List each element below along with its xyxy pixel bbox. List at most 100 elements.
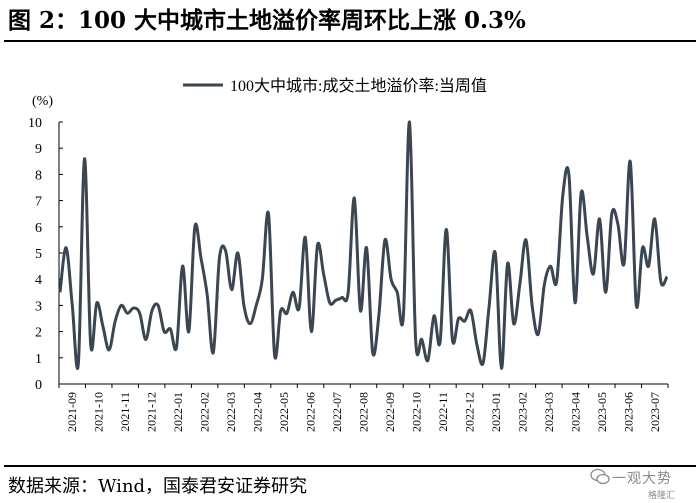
data-point [648, 265, 650, 267]
y-unit-label: (%) [32, 94, 53, 109]
data-point [335, 299, 337, 301]
data-point [605, 291, 607, 293]
data-point [114, 320, 116, 322]
x-tick-label: 2023-03 [542, 392, 556, 432]
x-tick-label: 2022-11 [436, 392, 450, 432]
data-point [451, 339, 453, 341]
x-tick-label: 2023-06 [621, 392, 635, 432]
y-tick-label: 4 [35, 273, 42, 288]
x-tick-label: 2023-04 [568, 392, 582, 432]
data-point [359, 310, 361, 312]
data-point [206, 294, 208, 296]
data-point [623, 263, 625, 265]
y-tick-label: 8 [35, 168, 42, 183]
data-point [96, 302, 98, 304]
data-point [139, 312, 141, 314]
y-tick-label: 9 [35, 142, 42, 157]
data-point [507, 263, 509, 265]
data-point [458, 318, 460, 320]
data-point [476, 344, 478, 346]
data-point [249, 323, 251, 325]
data-point [200, 257, 202, 259]
data-point [599, 218, 601, 220]
y-tick-label: 10 [28, 116, 42, 131]
x-tick-label: 2022-04 [251, 392, 265, 432]
data-point [519, 283, 521, 285]
series-line [58, 120, 669, 370]
data-point [231, 289, 233, 291]
data-point [494, 252, 496, 254]
watermark: 一观大势 格隆汇 [590, 466, 698, 502]
y-tick-label: 0 [35, 378, 42, 393]
data-point [268, 213, 270, 215]
data-point [611, 213, 613, 215]
data-point [225, 249, 227, 251]
data-point [402, 315, 404, 317]
data-point [372, 352, 374, 354]
legend: 100大中城市:成交土地溢价率:当周值 [183, 77, 487, 95]
data-point [617, 223, 619, 225]
data-point [531, 304, 533, 306]
x-tick-label: 2022-01 [171, 392, 185, 432]
data-point [635, 304, 637, 306]
data-point [366, 247, 368, 249]
data-point [151, 310, 153, 312]
data-point [415, 339, 417, 341]
x-tick-label: 2022-09 [383, 392, 397, 432]
data-point [445, 228, 447, 230]
data-point [163, 331, 165, 333]
data-point [182, 265, 184, 267]
data-point [537, 333, 539, 335]
y-tick-label: 1 [35, 352, 42, 367]
x-axis: 2021-09 2021-10 2021-11 2021-12 2022-01 2022-… [58, 383, 669, 432]
data-point [126, 312, 128, 314]
data-point [298, 307, 300, 309]
x-tick-label: 2022-10 [409, 392, 423, 432]
data-point [188, 331, 190, 333]
data-point [84, 158, 86, 160]
source-note: 数据来源：Wind，国泰君安证券研究 [8, 476, 308, 497]
data-point [543, 283, 545, 285]
data-point [176, 346, 178, 348]
x-tick-label: 2022-07 [330, 392, 344, 432]
data-point [513, 323, 515, 325]
data-point [384, 239, 386, 241]
data-point [660, 281, 662, 283]
x-tick-label: 2022-08 [357, 392, 371, 432]
data-point [642, 247, 644, 249]
data-point [280, 310, 282, 312]
y-tick-label: 7 [35, 195, 42, 210]
data-point [347, 291, 349, 293]
data-point [574, 302, 576, 304]
data-point [341, 297, 343, 299]
y-tick-label: 3 [35, 299, 42, 314]
x-tick-label: 2021-12 [145, 392, 159, 432]
data-point [470, 310, 472, 312]
source-divider [4, 465, 696, 467]
data-points [59, 121, 668, 369]
data-point [525, 239, 527, 241]
data-point [255, 304, 257, 306]
x-tick-label: 2023-07 [648, 392, 662, 432]
legend-label: 100大中城市:成交土地溢价率:当周值 [230, 77, 487, 95]
data-point [90, 344, 92, 346]
wechat-icon [590, 468, 610, 485]
x-tick-label: 2022-02 [198, 392, 212, 432]
data-point [378, 315, 380, 317]
data-point [237, 252, 239, 254]
data-point [580, 192, 582, 194]
x-tick-label: 2021-09 [65, 392, 79, 432]
x-tick-label: 2022-03 [224, 392, 238, 432]
data-point [329, 302, 331, 304]
data-point [71, 304, 73, 306]
x-tick-label: 2022-12 [462, 392, 476, 432]
x-tick-label: 2022-05 [277, 392, 291, 432]
x-tick-label: 2021-11 [118, 392, 132, 432]
data-point [421, 339, 423, 341]
data-point [592, 273, 594, 275]
data-point [108, 349, 110, 351]
data-point [145, 339, 147, 341]
y-tick-label: 5 [35, 247, 42, 262]
data-point [323, 273, 325, 275]
data-point [304, 236, 306, 238]
